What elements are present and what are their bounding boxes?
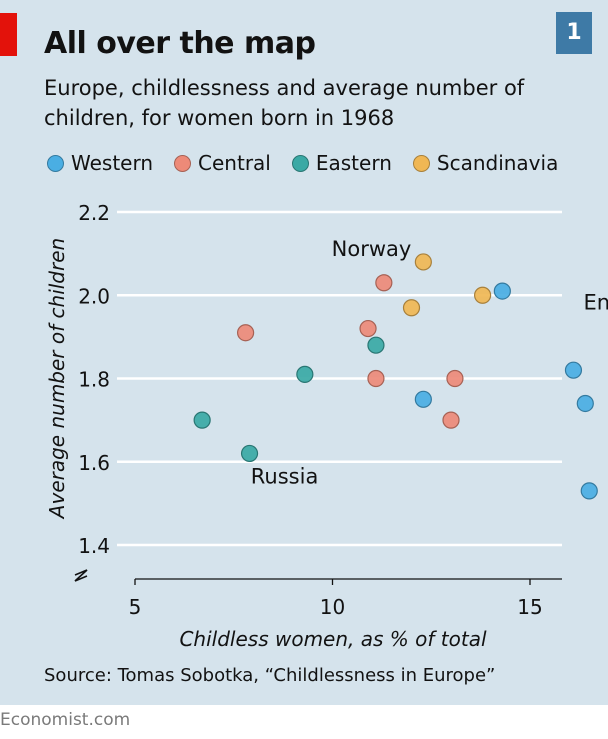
- legend-marker-eastern: [291, 154, 309, 172]
- point-central-0: [375, 274, 393, 292]
- legend-marker-western: [47, 154, 64, 172]
- point-central-4: [446, 369, 464, 388]
- point-western-7: [580, 482, 598, 500]
- point-eastern-2: [193, 411, 211, 429]
- axis-break-icon: [74, 569, 88, 582]
- y-axis-title: Average number of children: [45, 238, 69, 520]
- legend-item-central: Central: [174, 151, 271, 175]
- point-western-5: [414, 390, 432, 408]
- point-scandinavia-2: [402, 299, 421, 317]
- x-tick-label: 15: [517, 595, 542, 619]
- legend-item-western: Western: [47, 151, 153, 175]
- chart-card: [0, 0, 608, 705]
- chart-title: All over the map: [44, 26, 316, 61]
- legend-label-scandinavia: Scandinavia: [436, 151, 559, 175]
- brand-red-tag: [0, 13, 17, 56]
- source-note: Source: Tomas Sobotka, “Childlessness in…: [44, 665, 496, 686]
- point-western-3: [564, 361, 583, 379]
- chart-subtitle: Europe, childlessness and average number…: [44, 76, 525, 130]
- y-tick-label: 2.2: [78, 201, 110, 225]
- point-eastern-0: [367, 336, 385, 354]
- x-tick-label: 10: [320, 595, 345, 619]
- y-tick-label: 2.0: [78, 284, 110, 308]
- point-central-1: [237, 324, 255, 342]
- x-tick-label: 5: [129, 595, 142, 619]
- legend-item-scandinavia: Scandinavia: [412, 151, 559, 175]
- point-western-6: [576, 394, 594, 413]
- point-central-3: [367, 369, 385, 388]
- legend: Western Central Eastern Scandinavia: [47, 150, 579, 176]
- point-label-england-and-wales: England and Wales: [583, 291, 608, 315]
- chart-number-badge: 1: [556, 12, 592, 54]
- scatter-plot: 1.41.61.82.02.2510152025Childless women,…: [45, 201, 608, 651]
- point-central-5: [442, 411, 460, 429]
- legend-label-central: Central: [198, 151, 271, 175]
- brand-wordmark: Economist.com: [0, 710, 131, 730]
- legend-marker-scandinavia: [412, 154, 430, 172]
- point-scandinavia-0: [414, 253, 432, 271]
- y-tick-label: 1.6: [78, 451, 110, 475]
- legend-marker-central: [174, 154, 192, 172]
- point-label-norway: Norway: [332, 237, 412, 261]
- point-eastern-3: [240, 444, 259, 463]
- x-axis-title: Childless women, as % of total: [179, 627, 486, 651]
- point-western-1: [493, 282, 511, 300]
- y-tick-label: 1.8: [78, 368, 110, 392]
- point-eastern-1: [296, 365, 314, 383]
- y-tick-label: 1.4: [78, 534, 110, 558]
- legend-label-eastern: Eastern: [315, 151, 392, 175]
- point-central-2: [359, 319, 377, 338]
- legend-item-eastern: Eastern: [291, 151, 392, 175]
- point-scandinavia-1: [474, 286, 492, 304]
- legend-label-western: Western: [71, 151, 154, 175]
- point-label-russia: Russia: [251, 464, 319, 488]
